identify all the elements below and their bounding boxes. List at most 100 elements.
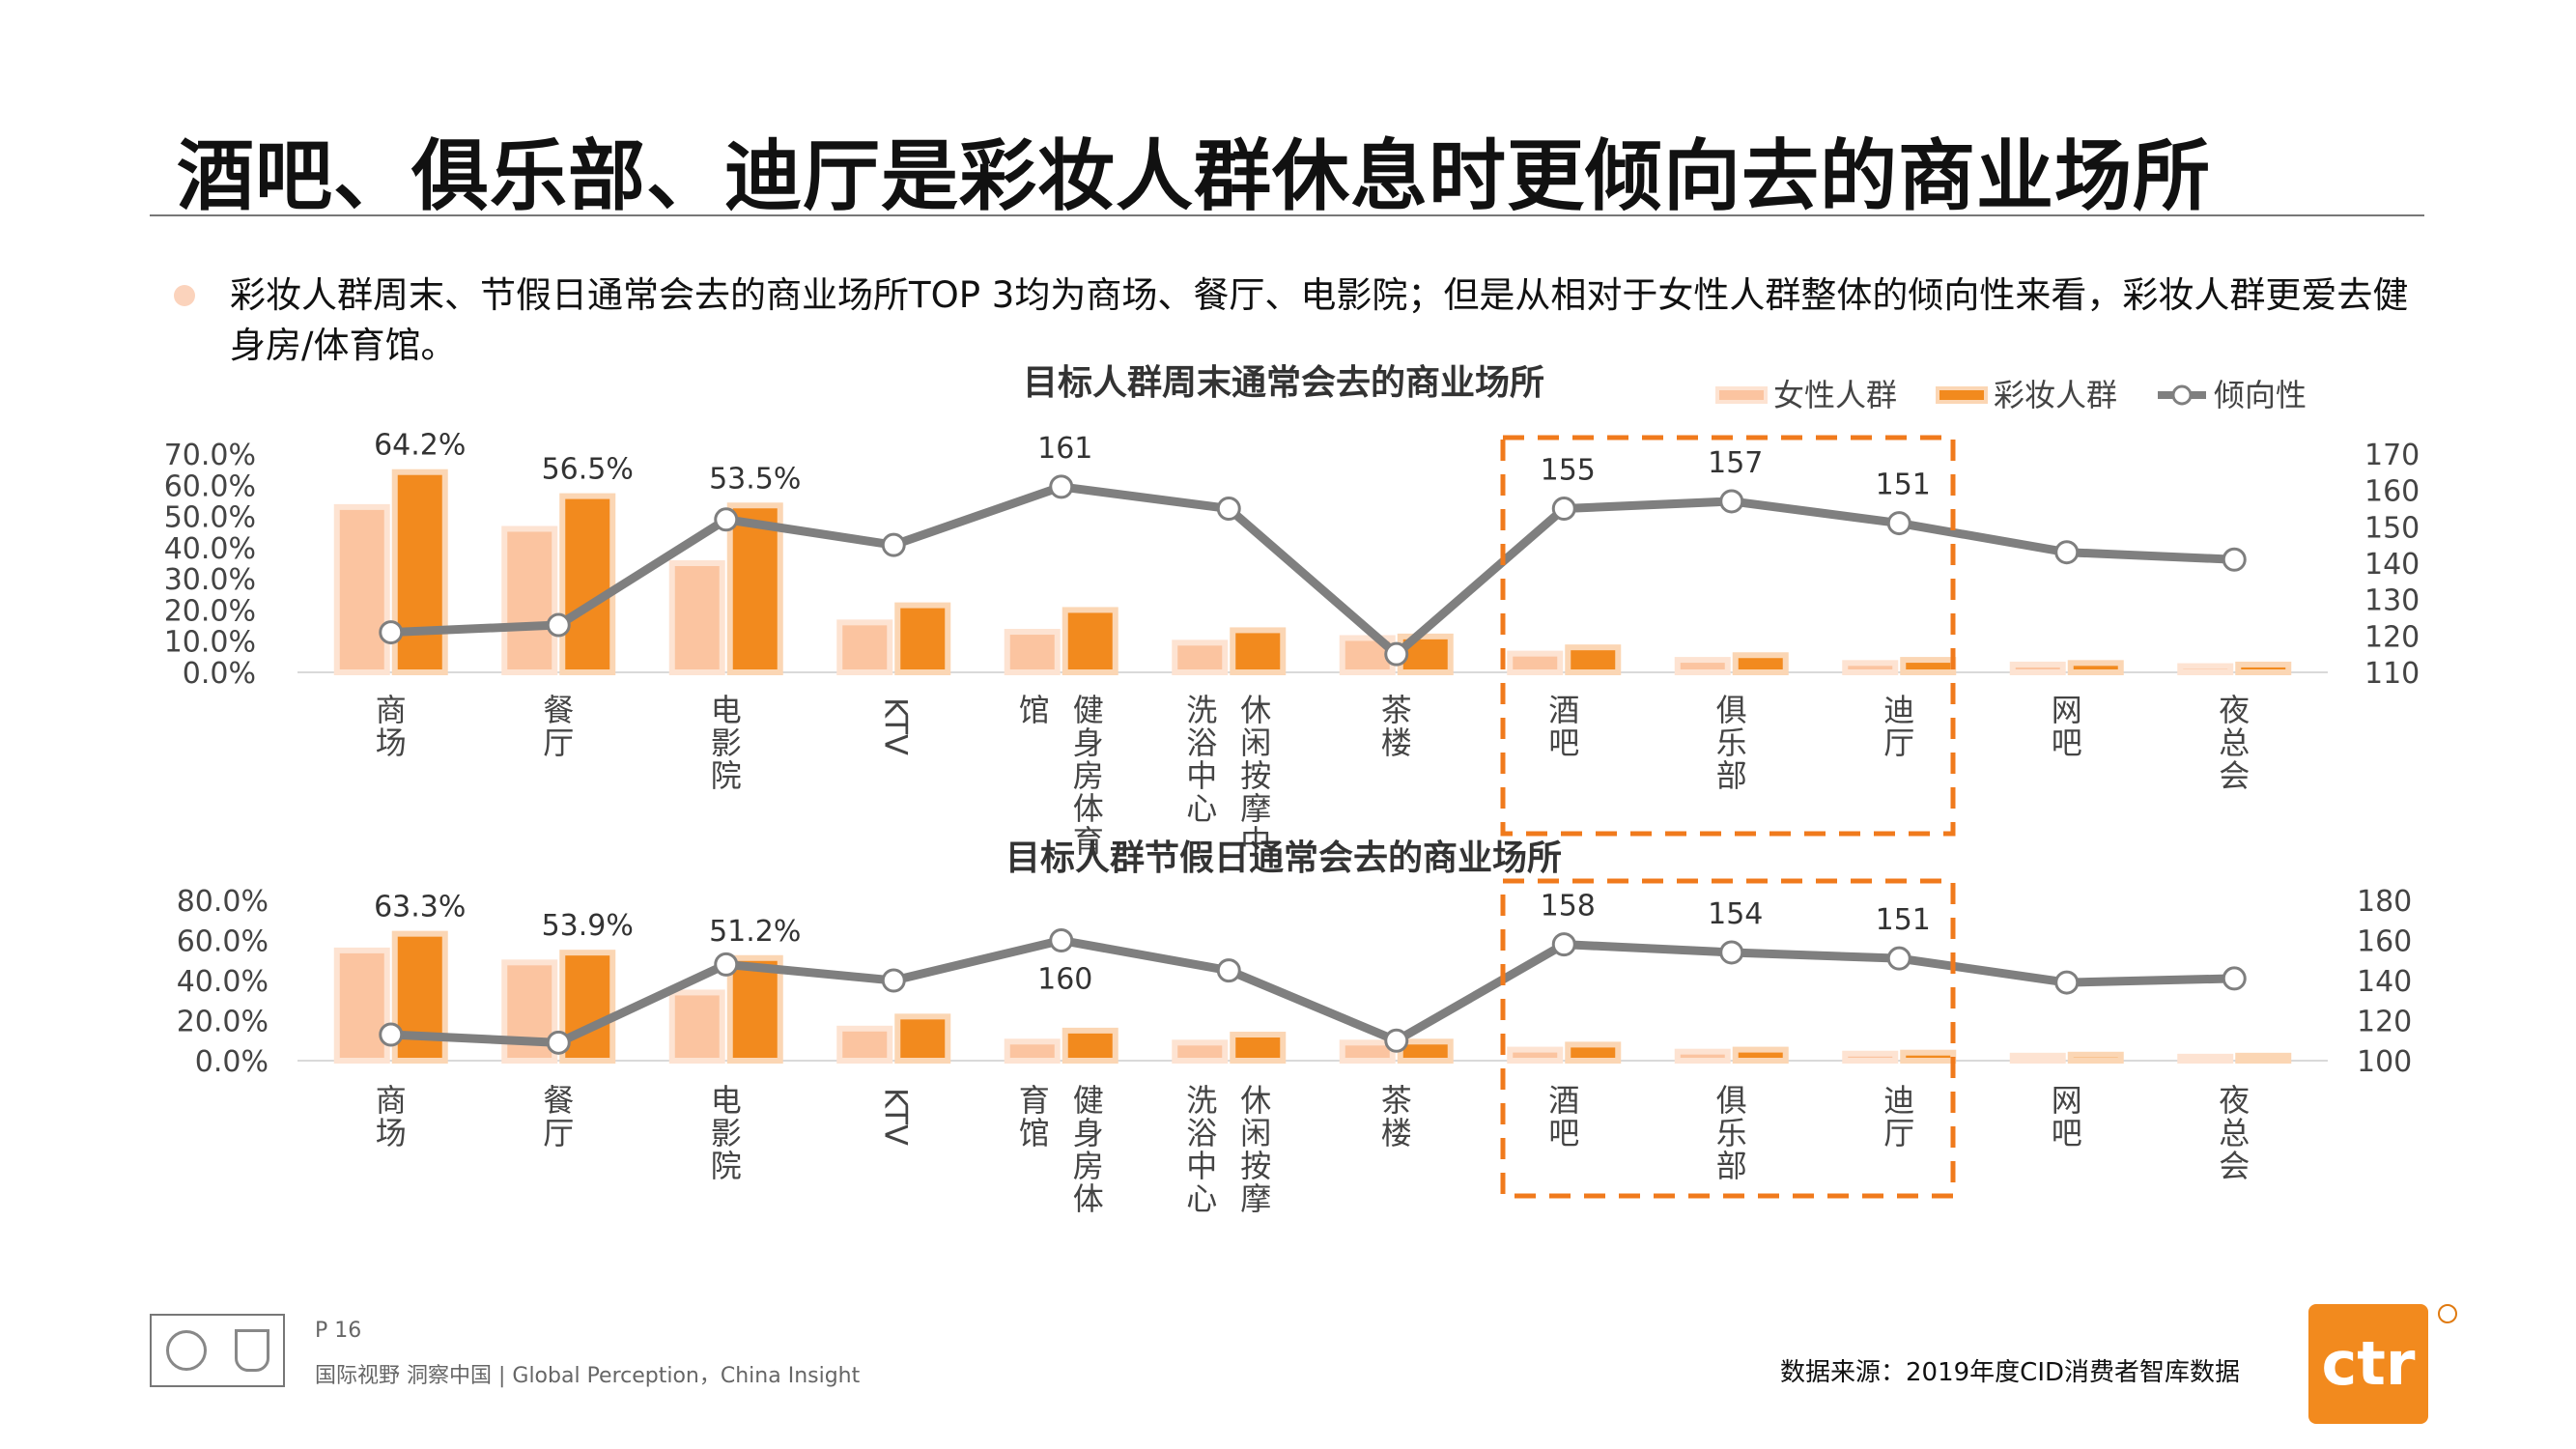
chart2-bar-female — [1842, 1050, 1899, 1065]
chart1-bar-female — [1004, 629, 1061, 675]
chart2-category-label: 吧 — [2052, 1115, 2082, 1151]
ukas-shield-icon — [234, 1329, 269, 1372]
chart1-trend-point — [2054, 540, 2080, 565]
chart2-category-label: 休 — [1240, 1082, 1271, 1119]
chart1-right-tick-label: 150 — [2364, 511, 2420, 545]
chart2-bar-female — [1507, 1046, 1564, 1065]
chart2-category-label: 会 — [2219, 1148, 2250, 1184]
chart1-bar-female — [668, 560, 725, 675]
chart2-bar-makeup — [1732, 1046, 1789, 1065]
chart2-trend-point — [2054, 970, 2080, 995]
chart2-category-label: 迪 — [1883, 1082, 1914, 1119]
chart1-bar-makeup — [559, 493, 616, 675]
chart1-bar-makeup — [2235, 661, 2292, 676]
chart2-bar-female — [1339, 1039, 1396, 1064]
chart1-category-label: KTV — [877, 697, 914, 755]
chart1-category-label: 俱 — [1716, 692, 1747, 728]
data-source: 数据来源：2019年度CID消费者智库数据 — [1780, 1358, 2241, 1387]
chart1-bar-female — [501, 526, 558, 675]
chart1-trend-data-label: 161 — [1037, 432, 1092, 466]
chart2-bar-female — [2177, 1053, 2234, 1064]
chart2-trend-point — [1551, 932, 1576, 957]
chart2-bar-female — [836, 1025, 893, 1065]
chart2-category-label: 酒 — [1548, 1082, 1579, 1119]
chart2-bar-makeup — [1062, 1027, 1118, 1064]
chart2-category-label: 中 — [1186, 1148, 1217, 1184]
chart1-bar-makeup — [894, 602, 951, 675]
chart1-category-label: 闲 — [1240, 724, 1271, 761]
chart2-title: 目标人群节假日通常会去的商业场所 — [1005, 838, 1562, 878]
chart1-right-tick-label: 160 — [2364, 475, 2420, 509]
chart1-left-tick-label: 40.0% — [164, 532, 256, 566]
chart1-category-label: 浴 — [1186, 724, 1217, 761]
chart1-category-label: 会 — [2219, 757, 2250, 794]
chart1-category-label: 吧 — [2052, 724, 2082, 761]
chart1-category-label: 电 — [711, 692, 742, 728]
chart1-category-label: 部 — [1716, 757, 1747, 794]
chart1-title: 目标人群周末通常会去的商业场所 — [1023, 363, 1544, 403]
chart2-category-label: 夜 — [2219, 1082, 2250, 1119]
chart1-right-tick-label: 170 — [2364, 439, 2420, 472]
chart1-bar-female — [1842, 660, 1899, 675]
chart1-category-label: 网 — [2052, 692, 2082, 728]
chart1-bar-makeup — [726, 502, 783, 675]
chart1-trend-point — [714, 507, 739, 532]
chart1-category-label: 院 — [711, 757, 742, 794]
chart1-category-label: 休 — [1240, 692, 1271, 728]
chart1-trend-data-label: 151 — [1876, 469, 1931, 502]
chart2-category-label: 闲 — [1240, 1115, 1271, 1151]
chart2-category-label: 体 — [1073, 1180, 1104, 1217]
chart2-trend-point — [714, 952, 739, 977]
chart2-category-label: 按 — [1240, 1148, 1271, 1184]
chart2-left-tick-label: 20.0% — [177, 1006, 269, 1039]
chart1-trend-line — [390, 482, 2235, 659]
chart2-right-tick-label: 160 — [2357, 925, 2412, 959]
chart2-category-label: 馆 — [1019, 1115, 1050, 1151]
sgs-seal-icon — [165, 1330, 207, 1371]
chart2-bar-female — [333, 947, 390, 1064]
chart1-category-label: 影 — [711, 724, 742, 761]
chart1-category-label: 迪 — [1883, 692, 1914, 728]
chart2-category-label: 楼 — [1381, 1115, 1412, 1151]
chart1-category-label: 健 — [1073, 692, 1104, 728]
chart1-category-label: 夜 — [2219, 692, 2250, 728]
chart2-category-label: 吧 — [1548, 1115, 1579, 1151]
certification-logo — [150, 1314, 285, 1387]
chart1-bar-data-label: 64.2% — [374, 429, 466, 463]
chart1-category-label: 厅 — [1883, 724, 1914, 761]
chart1-bar-makeup — [1900, 657, 1957, 675]
summary-text: 彩妆人群周末、节假日通常会去的商业场所TOP 3均为商场、餐厅、电影院；但是从相… — [230, 274, 2409, 366]
chart2-left-tick-label: 0.0% — [195, 1045, 269, 1079]
chart2-trend-data-label: 158 — [1541, 890, 1596, 923]
chart1-bar-female — [1172, 639, 1229, 675]
chart2-left-tick-label: 60.0% — [177, 925, 269, 959]
chart1-bar-female — [333, 503, 390, 676]
chart2-bar-makeup — [2067, 1051, 2124, 1065]
legend-label: 倾向性 — [2214, 377, 2307, 413]
chart1-trend-data-label: 157 — [1708, 446, 1763, 480]
legend-swatch-1 — [1715, 386, 1768, 404]
chart2-left-tick-label: 40.0% — [177, 965, 269, 999]
chart1-category-label: 场 — [376, 724, 407, 761]
chart1-category-label: 心 — [1186, 790, 1217, 827]
chart1-category-label: 房 — [1073, 757, 1104, 794]
chart2-category-label: 影 — [711, 1115, 742, 1151]
chart1-trend-point — [1886, 511, 1911, 536]
chart1-trend-point — [546, 612, 571, 638]
chart2-trend-point — [546, 1030, 571, 1055]
chart2-category-label: 网 — [2052, 1082, 2082, 1119]
chart2-trend-point — [2222, 966, 2247, 991]
chart1-bar-makeup — [1565, 644, 1622, 676]
chart2-trend-point — [379, 1022, 404, 1047]
chart2-category-label: 浴 — [1186, 1115, 1217, 1151]
chart1-highlight-box — [1500, 435, 1956, 837]
chart2-bar-female — [1004, 1038, 1061, 1064]
chart1-category-label: 酒 — [1548, 692, 1579, 728]
chart1-bar-makeup — [1732, 652, 1789, 676]
chart2-trend-data-label: 160 — [1037, 963, 1092, 997]
chart1-category-label: 洗 — [1186, 692, 1217, 728]
chart2-bar-makeup — [1230, 1032, 1287, 1065]
chart2-bar-female — [2009, 1052, 2066, 1064]
chart2-bar-makeup — [2235, 1052, 2292, 1064]
